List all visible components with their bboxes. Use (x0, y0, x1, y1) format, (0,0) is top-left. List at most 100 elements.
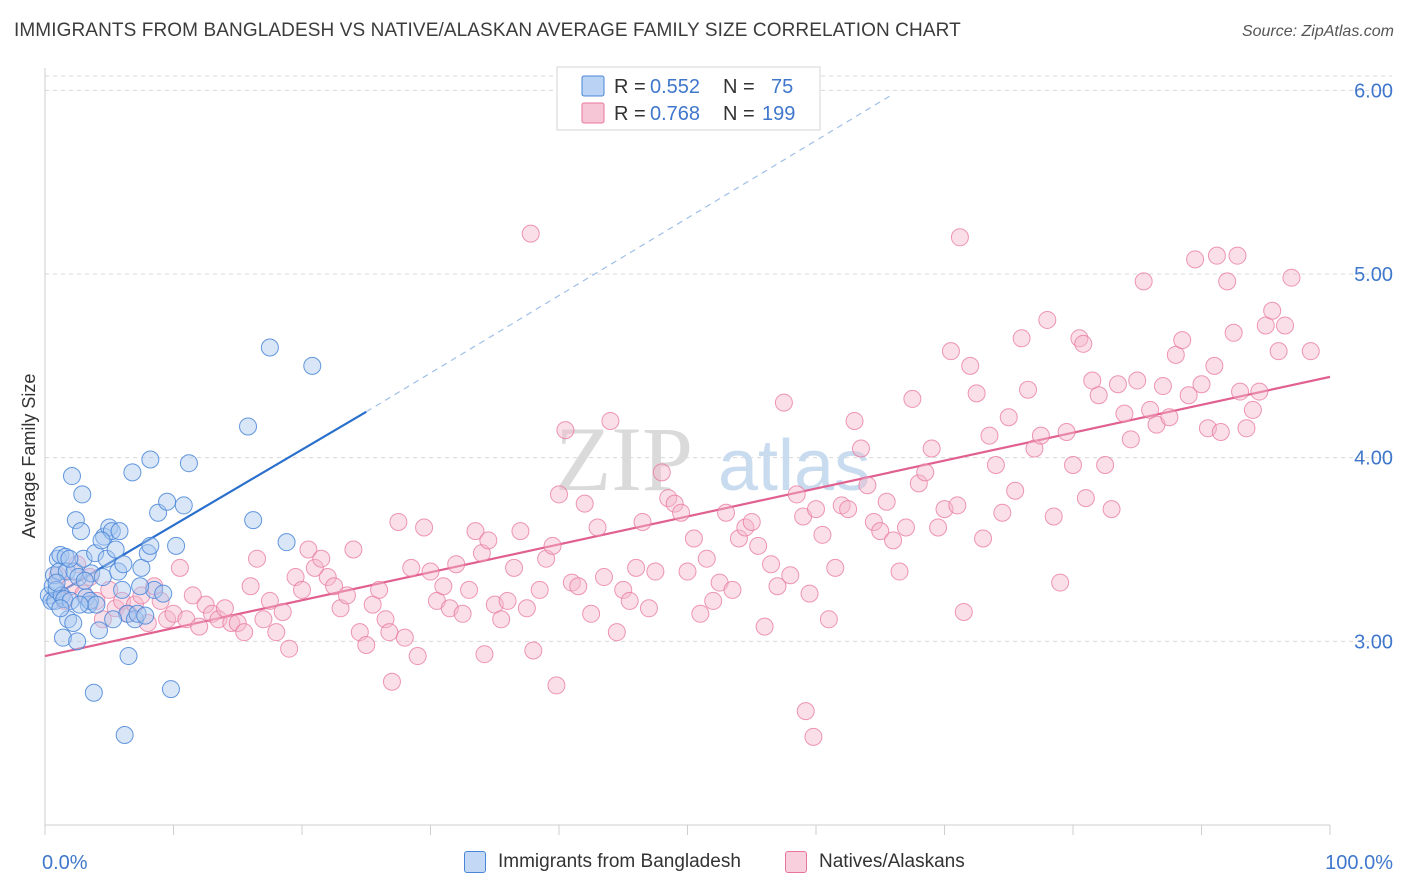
point-natives (601, 411, 620, 430)
point-natives (620, 591, 639, 610)
point-natives (999, 408, 1018, 427)
point-natives (1051, 573, 1070, 592)
point-bangladesh (87, 595, 106, 614)
point-natives (1057, 422, 1076, 441)
point-bangladesh (89, 621, 108, 640)
point-natives (293, 580, 311, 599)
point-natives (884, 531, 903, 550)
x-tick-label-start: 0.0% (42, 852, 88, 874)
point-natives (768, 577, 787, 596)
point-natives (305, 558, 324, 577)
point-natives (1179, 386, 1198, 405)
legend-r-value-1: 0.552 (650, 76, 700, 98)
point-natives (543, 536, 562, 555)
legend-label-natives: Natives/Alaskans (819, 851, 965, 872)
point-natives (511, 522, 530, 541)
point-natives (1282, 268, 1301, 287)
point-natives (1108, 375, 1127, 394)
point-natives (408, 647, 427, 666)
point-bangladesh (119, 647, 138, 666)
point-natives (222, 613, 241, 632)
point-natives (950, 228, 969, 247)
axes (44, 68, 1331, 835)
point-natives (1186, 250, 1205, 269)
point-natives (344, 540, 363, 559)
point-natives (929, 518, 948, 537)
point-natives (190, 617, 209, 636)
point-natives (318, 568, 337, 587)
point-natives (460, 580, 479, 599)
point-bangladesh (136, 606, 155, 625)
point-bangladesh (106, 540, 125, 559)
point-bangladesh (141, 536, 160, 555)
point-natives (575, 494, 594, 513)
point-natives (389, 512, 408, 531)
point-natives (517, 599, 536, 618)
point-bangladesh (123, 463, 142, 482)
point-natives (813, 525, 832, 544)
point-bangladesh (82, 564, 101, 583)
y-tick-label: 3.00 (1354, 631, 1393, 653)
point-bangladesh (161, 680, 180, 699)
x-tick-label-end: 100.0% (1325, 852, 1393, 874)
point-natives (547, 676, 566, 695)
point-natives (1121, 430, 1140, 449)
point-natives (639, 599, 658, 618)
point-natives (903, 389, 922, 408)
point-natives (196, 595, 215, 614)
series-natives-points (48, 224, 1320, 746)
point-natives (871, 522, 890, 541)
point-bangladesh (61, 591, 80, 610)
point-natives (800, 584, 819, 603)
point-natives (890, 562, 909, 581)
point-natives (395, 628, 414, 647)
point-natives (851, 439, 870, 458)
point-natives (1173, 331, 1192, 350)
legend-swatch-natives-bottom (785, 851, 807, 873)
point-bangladesh (179, 454, 198, 473)
point-natives (273, 602, 292, 621)
legend-item-natives: Natives/Alaskans (785, 851, 965, 873)
point-bangladesh (66, 511, 85, 530)
point-bangladesh (74, 549, 93, 568)
point-natives (1276, 316, 1295, 335)
point-bangladesh (62, 467, 81, 486)
point-natives (896, 518, 915, 537)
point-bangladesh (70, 595, 89, 614)
point-natives (774, 393, 793, 412)
legend-n-label-1: N = (723, 76, 755, 98)
point-natives (1064, 456, 1082, 475)
point-natives (1038, 310, 1057, 329)
point-natives (415, 518, 434, 537)
point-natives (877, 492, 896, 511)
point-natives (1115, 404, 1134, 423)
legend-n-value-1: 75 (771, 76, 793, 98)
point-natives (633, 512, 652, 531)
point-natives (864, 512, 883, 531)
point-natives (1012, 329, 1031, 348)
point-natives (796, 702, 815, 721)
point-natives (1243, 400, 1262, 419)
point-natives (1228, 246, 1247, 265)
point-natives (254, 610, 273, 629)
point-bangladesh (114, 555, 133, 574)
point-natives (922, 439, 941, 458)
legend-swatch-natives (581, 102, 605, 124)
point-bangladesh (145, 580, 164, 599)
legend-r-label-1: R = (614, 76, 646, 98)
point-natives (723, 580, 742, 599)
point-natives (466, 522, 485, 541)
point-natives (582, 604, 601, 623)
point-natives (1089, 386, 1108, 405)
point-natives (1250, 382, 1269, 401)
point-natives (569, 577, 588, 596)
point-natives (993, 503, 1012, 522)
point-natives (986, 456, 1005, 475)
point-bangladesh (84, 683, 103, 702)
point-natives (974, 529, 993, 548)
point-natives (755, 617, 774, 636)
point-natives (1102, 500, 1121, 519)
point-natives (858, 476, 877, 495)
point-natives (980, 426, 999, 445)
